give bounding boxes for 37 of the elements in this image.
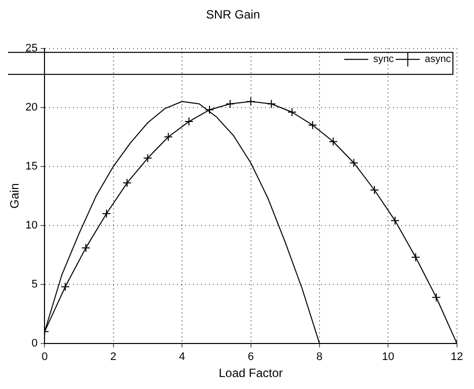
y-tick-label: 20 — [25, 101, 38, 114]
y-axis-title: Gain — [8, 183, 22, 209]
y-tick-label: 15 — [25, 160, 38, 172]
point — [432, 292, 441, 302]
point — [226, 99, 235, 108]
point — [328, 137, 338, 146]
point — [60, 282, 70, 292]
x-tick-label: 4 — [178, 351, 186, 364]
x-axis-title: Load Factor — [218, 366, 283, 380]
x-tick-label: 8 — [316, 351, 323, 364]
x-tick-label: 6 — [248, 351, 254, 364]
point — [246, 97, 256, 106]
point — [122, 178, 132, 188]
point — [205, 105, 214, 114]
point — [349, 158, 358, 168]
point — [164, 132, 173, 142]
x-tick-label: 12 — [450, 351, 464, 364]
legend-label: async — [424, 54, 451, 66]
point — [411, 252, 420, 262]
point — [287, 108, 296, 117]
point — [266, 99, 276, 108]
y-tick-label: 10 — [25, 219, 38, 232]
point — [308, 120, 318, 130]
legend-label: sync — [373, 54, 394, 66]
point — [143, 154, 152, 163]
x-tick-label: 10 — [382, 351, 394, 364]
y-tick-label: 5 — [32, 278, 38, 290]
x-tick-label: 0 — [42, 351, 48, 364]
x-tick-label: 2 — [110, 351, 116, 364]
point — [184, 117, 194, 126]
point — [370, 186, 379, 194]
y-tick-label: 25 — [25, 42, 38, 54]
point — [390, 216, 400, 226]
y-tick-label: 0 — [32, 337, 38, 350]
chart-title: SNR Gain — [206, 8, 260, 22]
point — [81, 243, 90, 252]
point — [102, 209, 111, 218]
